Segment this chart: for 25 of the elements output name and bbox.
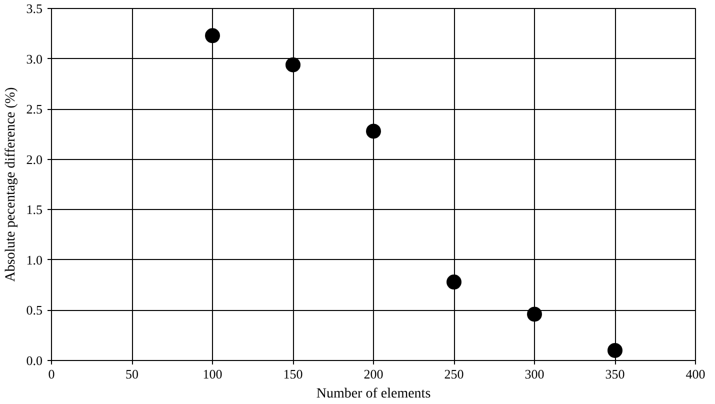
point [366, 124, 381, 139]
x-tick-label: 350 [605, 366, 625, 382]
point [446, 274, 462, 290]
y-tick-label: 2.0 [26, 152, 42, 167]
x-tick-label: 200 [364, 366, 384, 382]
x-tick-label: 250 [444, 366, 464, 382]
y-tick-label: 1.5 [26, 202, 42, 218]
y-axis-title: Absolute pecentage difference (%) [3, 86, 18, 282]
y-tick-label: 1.0 [26, 252, 42, 268]
y-tick-label: 3.5 [26, 1, 42, 16]
x-tick-label: 300 [524, 366, 544, 382]
point [527, 306, 542, 322]
y-tick-label: 0.0 [26, 353, 42, 368]
x-tick-label: 100 [202, 366, 222, 382]
x-tick-label: 400 [686, 366, 706, 382]
y-tick-label: 3.0 [26, 51, 42, 66]
point [205, 28, 220, 44]
point [608, 342, 622, 358]
x-axis-title: Number of elements [316, 386, 431, 402]
x-tick-label: 50 [126, 366, 138, 382]
x-tick-label: 150 [283, 366, 303, 382]
x-tick-label: 0 [48, 366, 55, 382]
y-tick-label: 2.5 [26, 102, 42, 117]
y-tick-label: 0.5 [26, 302, 42, 318]
point [286, 57, 300, 72]
